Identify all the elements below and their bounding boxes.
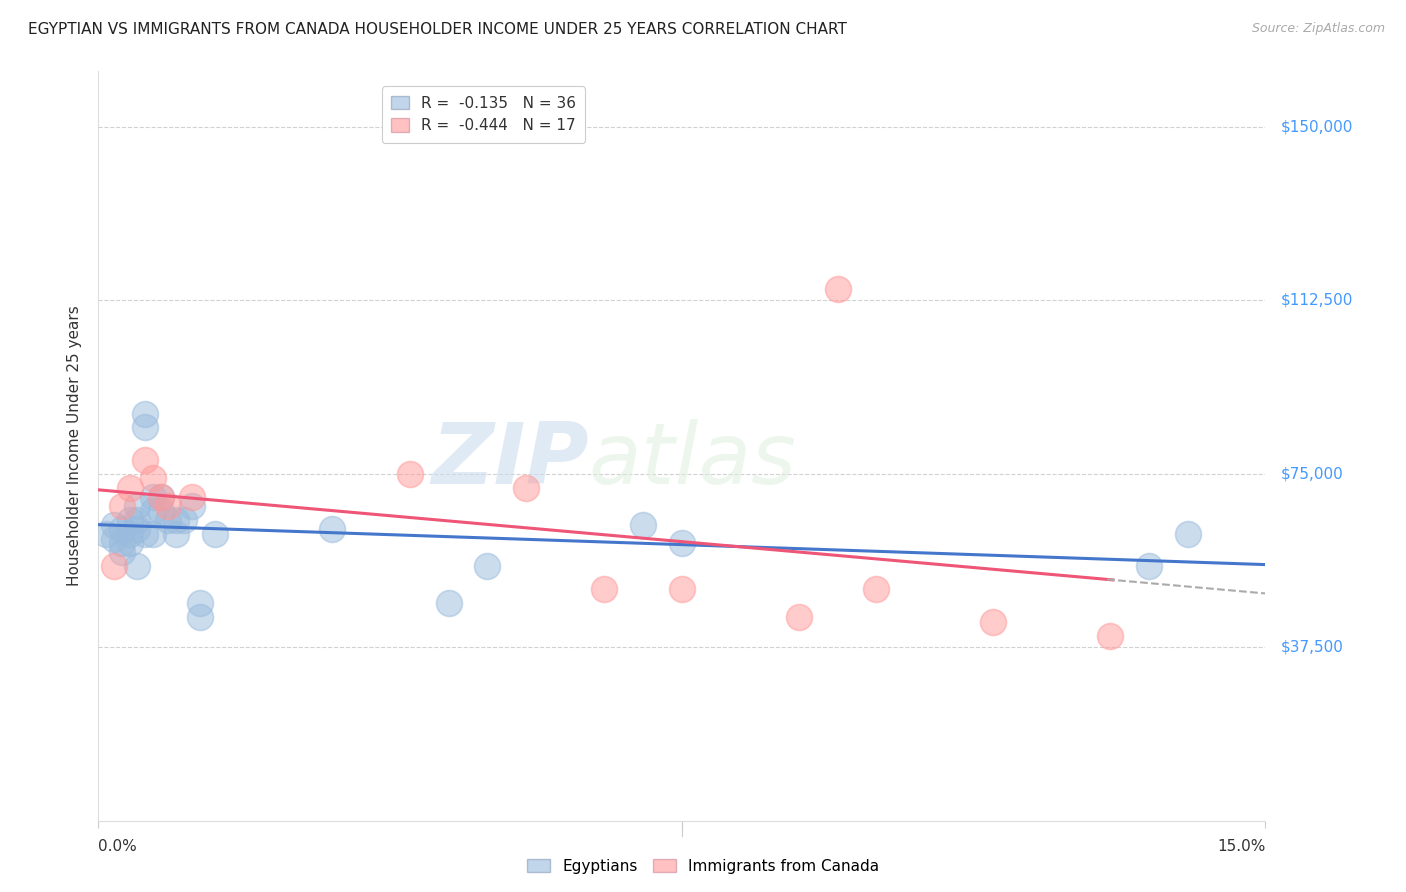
Point [477,559,499,574]
Text: ZIP: ZIP [430,419,589,502]
Point [142,527,165,541]
Point [180,490,202,504]
Point [515,481,537,495]
Legend: Egyptians, Immigrants from Canada: Egyptians, Immigrants from Canada [520,853,886,880]
Text: $75,000: $75,000 [1281,467,1344,482]
Point [149,490,172,504]
Point [103,532,125,546]
Point [111,545,134,559]
Text: 15.0%: 15.0% [1218,839,1265,855]
Point [142,490,165,504]
Text: $150,000: $150,000 [1281,120,1354,135]
Point [111,536,134,550]
Point [103,517,125,532]
Point [1098,629,1121,643]
Point [134,453,156,467]
Point [1137,559,1160,574]
Point [671,536,693,550]
Point [127,559,149,574]
Text: EGYPTIAN VS IMMIGRANTS FROM CANADA HOUSEHOLDER INCOME UNDER 25 YEARS CORRELATION: EGYPTIAN VS IMMIGRANTS FROM CANADA HOUSE… [28,22,846,37]
Y-axis label: Householder Income Under 25 years: Householder Income Under 25 years [67,306,83,586]
Text: $37,500: $37,500 [1281,640,1344,655]
Point [593,582,616,597]
Point [398,467,420,481]
Point [165,527,187,541]
Point [157,499,180,513]
Point [142,504,165,518]
Point [173,513,195,527]
Text: atlas: atlas [589,419,797,502]
Point [671,582,693,597]
Point [204,527,226,541]
Point [118,536,141,550]
Legend: R =  -0.135   N = 36, R =  -0.444   N = 17: R = -0.135 N = 36, R = -0.444 N = 17 [381,87,585,143]
Text: 0.0%: 0.0% [98,839,138,855]
Point [142,471,165,485]
Point [118,513,141,527]
Point [134,420,156,434]
Point [118,481,141,495]
Point [127,513,149,527]
Point [437,596,460,610]
Point [321,522,343,536]
Point [865,582,887,597]
Point [188,610,211,624]
Point [118,527,141,541]
Point [981,615,1004,629]
Point [1177,527,1199,541]
Point [157,513,180,527]
Point [188,596,211,610]
Point [827,282,849,296]
Text: $112,500: $112,500 [1281,293,1354,308]
Point [787,610,810,624]
Point [103,559,125,574]
Point [149,490,172,504]
Point [165,513,187,527]
Point [631,517,654,532]
Point [111,499,134,513]
Point [134,407,156,421]
Point [111,522,134,536]
Point [127,499,149,513]
Point [127,522,149,536]
Point [96,527,118,541]
Point [149,504,172,518]
Point [180,499,202,513]
Point [134,527,156,541]
Text: Source: ZipAtlas.com: Source: ZipAtlas.com [1251,22,1385,36]
